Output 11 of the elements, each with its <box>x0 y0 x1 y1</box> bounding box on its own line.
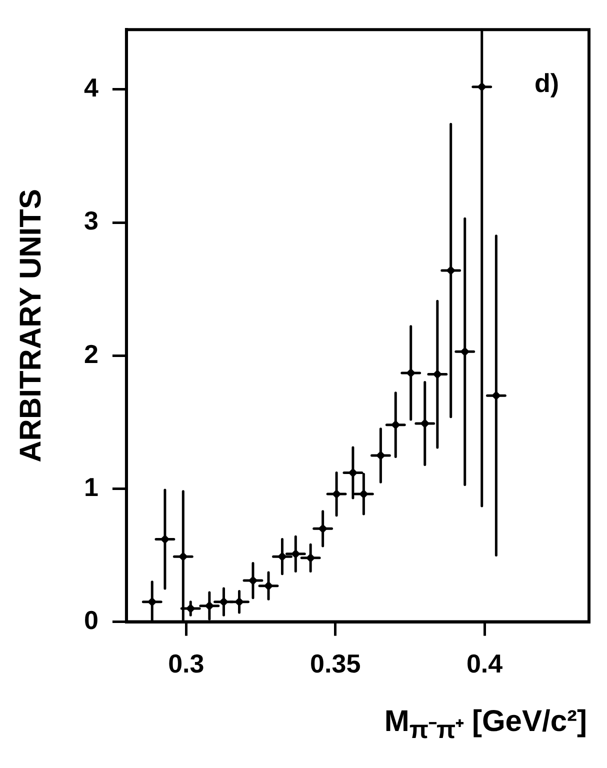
y-tick-label: 0 <box>84 604 98 635</box>
x-tick-label: 0.35 <box>310 648 361 679</box>
y-tick-label: 2 <box>84 338 98 369</box>
y-axis-title: ARBITRARY UNITS <box>14 189 48 462</box>
x-tick-label: 0.3 <box>168 648 204 679</box>
x-tick-label: 0.4 <box>466 648 504 679</box>
y-tick-label: 1 <box>84 472 98 502</box>
y-tick-label: 3 <box>84 206 98 236</box>
y-tick-label: 4 <box>84 72 99 103</box>
x-axis-title: M$_{π⁻π⁺}$ [GeV/c²] <box>384 705 587 745</box>
annotation: d) <box>534 68 559 98</box>
